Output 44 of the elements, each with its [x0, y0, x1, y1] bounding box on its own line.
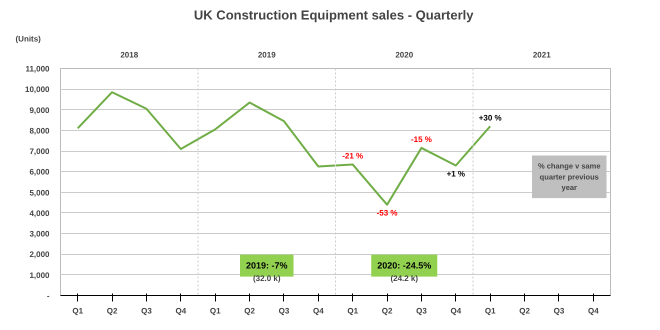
y-tick-label: 4,000	[29, 208, 50, 218]
x-tick-label: Q1	[210, 306, 222, 316]
annotation: +1 %	[446, 169, 466, 178]
x-tick-label: Q3	[416, 306, 428, 316]
text: 2020	[395, 50, 414, 60]
annotation: (32.0 k)	[252, 274, 281, 283]
x-tick-label: Q2	[382, 306, 393, 316]
annotation: 2019: -7%	[246, 260, 288, 271]
annotation: -15 %	[410, 134, 432, 144]
y-axis-title: (Units)	[16, 34, 42, 44]
annotation: 2020: -24.5%	[377, 260, 432, 271]
y-tick-label: 3,000	[29, 230, 50, 239]
y-tick-label: 7,000	[29, 147, 50, 156]
annotation: (24.2 k)	[390, 274, 418, 283]
text: 2018	[120, 50, 139, 60]
text: 2021	[532, 50, 552, 60]
x-tick-label: Q2	[244, 306, 256, 316]
x-tick-label: Q2	[519, 306, 530, 316]
x-tick-label: Q3	[278, 306, 290, 316]
annotation: -21 %	[342, 151, 364, 160]
chart-title: UK Construction Equipment sales - Quarterly	[194, 8, 474, 22]
y-tick-label: 5,000	[29, 188, 50, 198]
line-series	[76, 91, 492, 206]
y-tick-label: 8,000	[29, 126, 50, 136]
x-tick-label: Q4	[175, 306, 187, 316]
x-tick-label: Q1	[484, 306, 496, 316]
x-tick-label: Q1	[72, 306, 84, 316]
y-tick-label: 10,000	[25, 85, 50, 94]
x-tick-label: Q4	[312, 306, 324, 316]
y-tick-label: 9,000	[29, 106, 50, 115]
y-tick-label: -	[46, 292, 50, 300]
x-tick-label: Q3	[141, 306, 152, 316]
x-tick-label: Q4	[450, 306, 462, 316]
x-tick-label: Q2	[106, 306, 118, 316]
y-tick-label: 1,000	[29, 270, 50, 280]
x-tick-label: Q4	[588, 306, 600, 316]
annotation: -53 %	[376, 208, 398, 218]
annotation: +30 %	[478, 113, 502, 122]
y-tick-label: 2,000	[29, 250, 50, 260]
y-tick-label: 11,000	[25, 64, 50, 74]
y-tick-label: 6,000	[29, 168, 50, 177]
x-tick-label: Q1	[347, 306, 359, 316]
x-tick-label: Q3	[554, 306, 565, 316]
text: 2019	[258, 50, 276, 60]
